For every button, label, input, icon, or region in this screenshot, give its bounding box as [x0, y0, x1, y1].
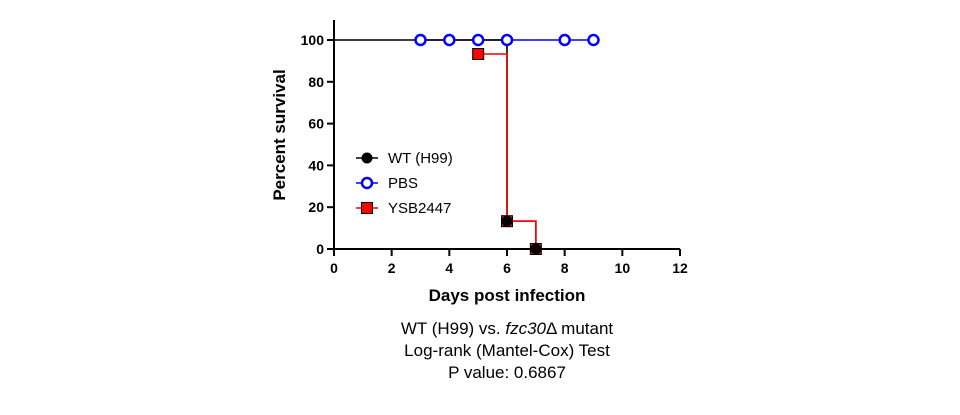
data-point	[443, 33, 456, 47]
x-axis-title: Days post infection	[429, 286, 586, 305]
x-tick-label: 12	[672, 260, 688, 276]
y-tick-label: 0	[316, 241, 324, 257]
data-point	[530, 243, 542, 255]
axes: 0 20 40 60 80 100 0 2 4 6 8 10 12	[301, 20, 688, 276]
data-point	[471, 33, 485, 47]
data-point	[500, 33, 514, 47]
legend-entry: WT (H99)	[356, 150, 453, 167]
data-point	[472, 48, 485, 61]
legend-entry: YSB2447	[356, 200, 451, 217]
y-axis-title: Percent survival	[270, 69, 289, 200]
y-tick-label: 40	[308, 157, 324, 173]
legend-entry: PBS	[356, 175, 418, 192]
legend-label: YSB2447	[388, 200, 451, 217]
y-tick-label: 60	[308, 116, 324, 132]
x-tick-label: 2	[388, 260, 396, 276]
x-tick-label: 10	[615, 260, 631, 276]
data-point	[558, 33, 571, 47]
y-tick-label: 80	[308, 74, 324, 90]
legend-marker	[361, 152, 373, 164]
legend-marker	[360, 176, 374, 190]
caption-line-2: Log-rank (Mantel-Cox) Test	[404, 341, 610, 360]
caption-gene-name: fzc30	[505, 319, 547, 338]
data-point	[414, 33, 427, 47]
caption-comparison-suffix: Δ mutant	[546, 319, 614, 338]
caption-line-3: P value: 0.6867	[448, 363, 566, 382]
legend-marker	[361, 202, 373, 214]
y-tick-label: 100	[301, 32, 325, 48]
y-tick-label: 20	[308, 199, 324, 215]
legend-label: WT (H99)	[388, 150, 453, 167]
statistics-caption: WT (H99) vs. fzc30Δ mutant Log-rank (Man…	[0, 318, 960, 384]
x-tick-label: 6	[503, 260, 511, 276]
caption-comparison-prefix: WT (H99) vs.	[400, 319, 506, 338]
series-layer	[334, 33, 680, 255]
series-markers-0	[501, 215, 542, 255]
data-point	[587, 33, 600, 47]
x-tick-label: 0	[330, 260, 338, 276]
legend: WT (H99) PBS YSB2447	[356, 150, 453, 217]
series-markers-1	[414, 33, 600, 47]
legend-label: PBS	[388, 175, 418, 192]
data-point	[501, 215, 513, 227]
caption-line-1: WT (H99) vs. fzc30Δ mutant	[0, 318, 960, 340]
x-tick-label: 8	[561, 260, 569, 276]
x-tick-label: 4	[445, 260, 453, 276]
survival-chart: 0 20 40 60 80 100 0 2 4 6 8 10 12 WT (H99) PBS YSB2447…	[270, 20, 688, 305]
